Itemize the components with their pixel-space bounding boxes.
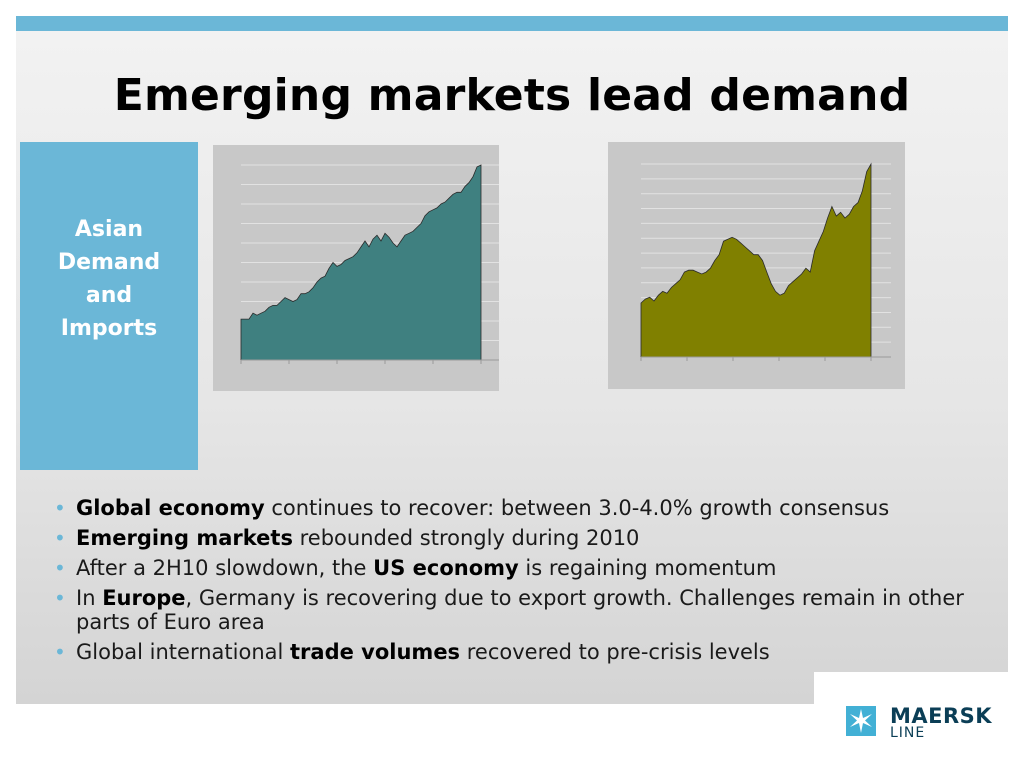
logo-wordmark: MAERSK <box>890 704 993 728</box>
logo-area <box>814 672 1008 712</box>
top-accent-bar <box>16 16 1008 31</box>
bullet-item: In Europe, Germany is recovering due to … <box>54 586 994 634</box>
section-label-box: Asian Demand and Imports <box>20 142 198 470</box>
section-label: Asian Demand and Imports <box>57 217 161 341</box>
bullet-text: is regaining momentum <box>518 556 777 580</box>
bullet-item: Global international trade volumes recov… <box>54 640 994 664</box>
slide-title: Emerging markets lead demand <box>113 70 911 121</box>
star-icon <box>846 706 876 736</box>
bullet-text: , Germany is recovering due to export gr… <box>76 586 964 634</box>
area-series <box>240 164 482 361</box>
asian-demand-chart <box>213 145 499 391</box>
bullet-text: Global international <box>76 640 291 664</box>
asian-imports-chart <box>608 142 905 389</box>
bullet-item: Emerging markets rebounded strongly duri… <box>54 526 994 550</box>
bullet-text: recovered to pre-crisis levels <box>460 640 770 664</box>
bullet-item: Global economy continues to recover: bet… <box>54 496 994 520</box>
asian-imports-chart-svg <box>640 162 891 361</box>
bullet-text: continues to recover: between 3.0-4.0% g… <box>264 496 890 520</box>
bullet-bold-text: Europe <box>102 586 186 610</box>
bullet-bold-text: Global economy <box>76 496 265 520</box>
bullet-bold-text: US economy <box>373 556 519 580</box>
bullet-bold-text: trade volumes <box>290 640 461 664</box>
bullet-text: rebounded strongly during 2010 <box>292 526 640 550</box>
bullet-text: In <box>76 586 103 610</box>
bullet-item: After a 2H10 slowdown, the US economy is… <box>54 556 994 580</box>
area-series <box>640 162 872 358</box>
logo-subtext: LINE <box>890 725 926 741</box>
asian-demand-chart-svg <box>240 164 499 364</box>
bullet-list: Global economy continues to recover: bet… <box>54 496 994 670</box>
bullet-text: After a 2H10 slowdown, the <box>76 556 374 580</box>
maersk-logo: MAERSK LINE <box>846 704 996 744</box>
bullet-bold-text: Emerging markets <box>76 526 293 550</box>
